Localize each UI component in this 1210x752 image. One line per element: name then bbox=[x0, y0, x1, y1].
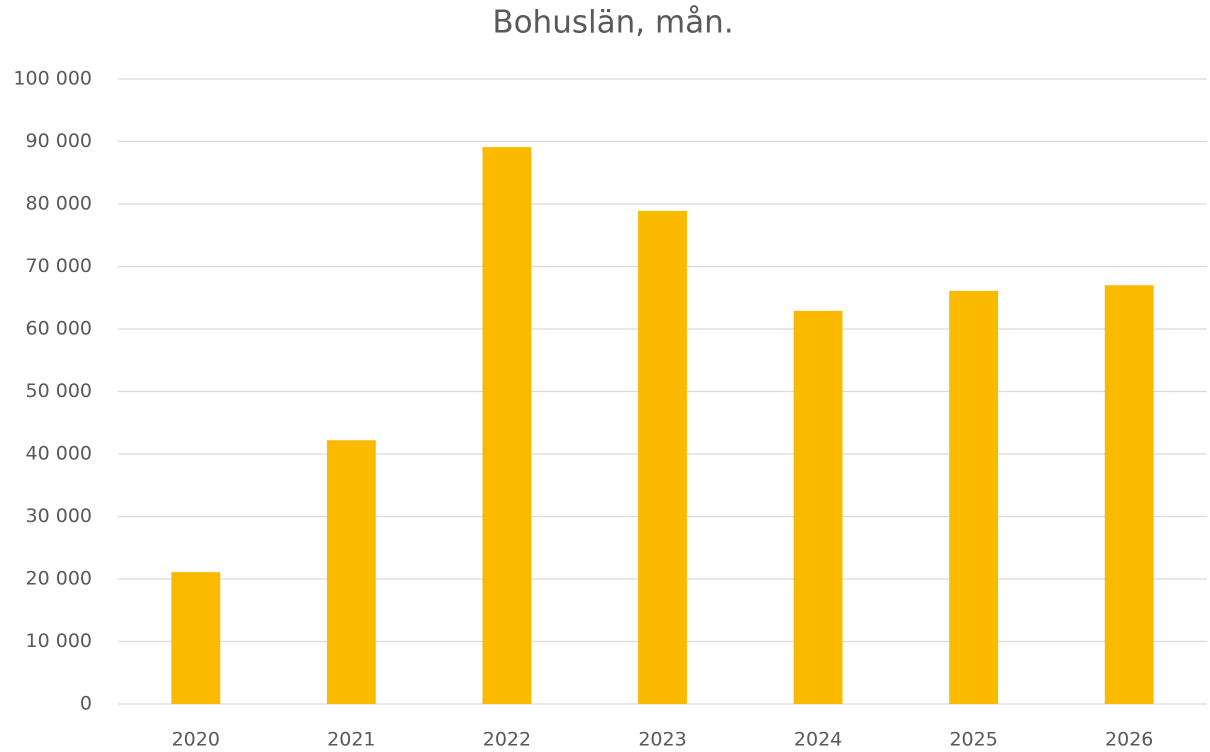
y-tick-label: 100 000 bbox=[13, 68, 92, 90]
y-tick-label: 30 000 bbox=[26, 505, 92, 527]
chart-title: Bohuslän, mån. bbox=[492, 5, 733, 41]
bar bbox=[1104, 285, 1154, 704]
x-tick-label: 2023 bbox=[638, 729, 686, 751]
bar bbox=[638, 210, 687, 704]
x-tick-label: 2020 bbox=[172, 729, 220, 751]
bar bbox=[793, 310, 843, 704]
x-tick-label: 2025 bbox=[949, 729, 997, 751]
x-tick-label: 2026 bbox=[1105, 729, 1153, 751]
y-tick-label: 80 000 bbox=[26, 193, 92, 215]
x-tick-label: 2024 bbox=[794, 729, 842, 751]
y-tick-label: 70 000 bbox=[26, 255, 92, 277]
x-tick-label: 2022 bbox=[483, 729, 531, 751]
bar bbox=[482, 147, 532, 704]
y-tick-label: 10 000 bbox=[26, 630, 92, 652]
bar bbox=[171, 572, 221, 704]
y-tick-label: 60 000 bbox=[26, 318, 92, 340]
y-tick-label: 20 000 bbox=[26, 568, 92, 590]
y-tick-label: 40 000 bbox=[26, 443, 92, 465]
bar bbox=[949, 290, 999, 704]
y-tick-label: 90 000 bbox=[26, 130, 92, 152]
y-tick-label: 0 bbox=[80, 693, 92, 715]
bar bbox=[326, 440, 376, 704]
y-tick-label: 50 000 bbox=[26, 380, 92, 402]
x-tick-label: 2021 bbox=[327, 729, 375, 751]
